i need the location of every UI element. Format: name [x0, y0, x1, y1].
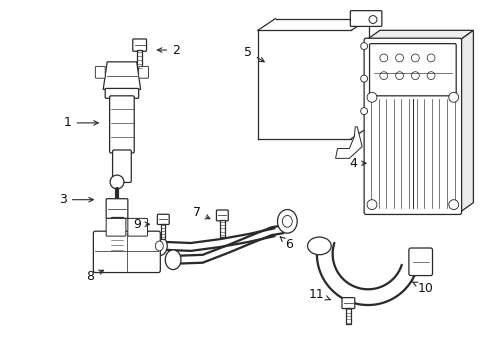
Circle shape [361, 75, 368, 82]
Circle shape [367, 93, 377, 102]
FancyBboxPatch shape [106, 219, 126, 236]
Text: 1: 1 [64, 116, 98, 129]
FancyBboxPatch shape [369, 44, 456, 96]
Circle shape [380, 54, 388, 62]
Ellipse shape [165, 250, 181, 270]
Circle shape [412, 72, 419, 80]
FancyBboxPatch shape [96, 66, 105, 78]
Circle shape [449, 93, 459, 102]
Circle shape [361, 108, 368, 114]
FancyBboxPatch shape [113, 150, 131, 183]
FancyBboxPatch shape [350, 11, 382, 26]
Polygon shape [460, 30, 473, 212]
Circle shape [369, 15, 377, 23]
Text: 6: 6 [280, 237, 293, 252]
Bar [161, 224, 166, 239]
Polygon shape [336, 127, 362, 158]
Ellipse shape [151, 236, 167, 256]
Text: 9: 9 [133, 218, 149, 231]
Bar [346, 307, 351, 324]
Text: 7: 7 [193, 206, 210, 219]
Text: 2: 2 [157, 44, 180, 57]
Text: 3: 3 [59, 193, 93, 206]
FancyBboxPatch shape [139, 66, 148, 78]
FancyBboxPatch shape [105, 89, 139, 98]
Text: 4: 4 [349, 157, 366, 170]
FancyBboxPatch shape [217, 210, 228, 221]
Circle shape [380, 72, 388, 80]
Ellipse shape [155, 241, 163, 251]
Circle shape [449, 200, 459, 210]
Circle shape [395, 54, 404, 62]
Text: 8: 8 [86, 270, 103, 283]
Circle shape [361, 42, 368, 50]
Bar [137, 50, 142, 69]
FancyBboxPatch shape [106, 199, 128, 219]
FancyBboxPatch shape [342, 298, 355, 309]
FancyBboxPatch shape [110, 96, 134, 153]
Circle shape [427, 72, 435, 80]
Circle shape [367, 200, 377, 210]
Bar [220, 220, 224, 237]
FancyBboxPatch shape [364, 38, 462, 215]
FancyBboxPatch shape [409, 248, 433, 275]
Circle shape [110, 175, 124, 189]
Circle shape [395, 72, 404, 80]
Ellipse shape [277, 210, 297, 233]
Ellipse shape [282, 215, 292, 227]
Polygon shape [366, 30, 473, 40]
Text: 10: 10 [412, 282, 433, 295]
FancyBboxPatch shape [157, 214, 169, 225]
FancyBboxPatch shape [128, 219, 147, 236]
FancyBboxPatch shape [94, 231, 160, 273]
Text: 11: 11 [309, 288, 330, 301]
Circle shape [412, 54, 419, 62]
Text: 5: 5 [244, 45, 264, 62]
Bar [111, 217, 123, 255]
FancyBboxPatch shape [133, 39, 147, 51]
Circle shape [427, 54, 435, 62]
Polygon shape [103, 62, 141, 89]
Ellipse shape [308, 237, 331, 255]
